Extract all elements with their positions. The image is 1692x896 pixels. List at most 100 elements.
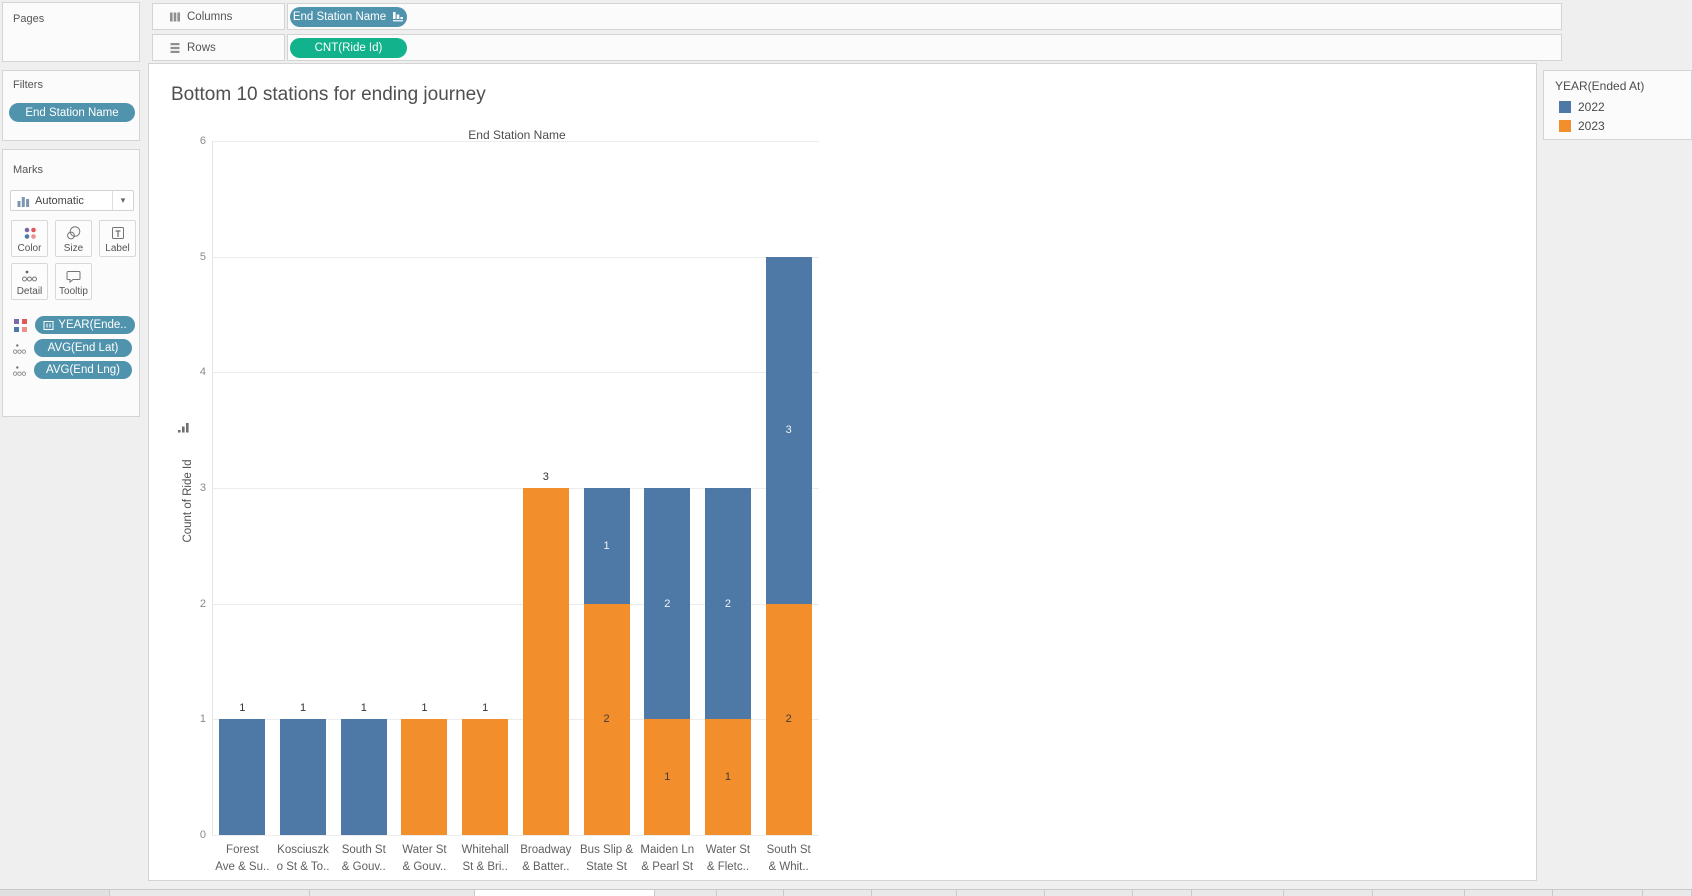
x-category-label[interactable]: & Pearl St (641, 861, 694, 873)
column-field-header[interactable]: End Station Name (468, 128, 566, 142)
marks-pill-label: AVG(End Lng) (46, 364, 120, 376)
x-category-label[interactable]: o St & To.. (276, 861, 330, 873)
x-category-label[interactable]: State St (586, 861, 627, 873)
strip-segment (475, 890, 655, 896)
sort-descending-icon[interactable] (392, 11, 404, 22)
color-button[interactable]: Color (11, 220, 48, 257)
filters-label: Filters (13, 79, 43, 91)
label-button[interactable]: Label (99, 220, 136, 257)
strip-segment (1284, 890, 1373, 896)
bar-total-label: 1 (421, 702, 428, 715)
x-category-label[interactable]: & Whit.. (768, 861, 809, 873)
x-category-label[interactable]: St & Bri.. (462, 861, 508, 873)
x-category-label[interactable]: Broadway (520, 844, 572, 856)
marks-pill-avg-end-lat[interactable]: AVG(End Lat) (34, 339, 132, 357)
bar-segment-label-2022: 2 (724, 597, 731, 610)
x-category-label[interactable]: Whitehall (461, 844, 509, 856)
bar-segment-2022-1[interactable] (280, 719, 327, 835)
color-dots-icon (24, 227, 36, 239)
bar-segment-2022-6[interactable] (583, 488, 630, 604)
columns-shelf-header: Columns (152, 3, 285, 30)
bottom-scroll-strip[interactable] (0, 889, 1692, 896)
rows-pill-label: CNT(Ride Id) (314, 41, 383, 54)
strip-segment (1373, 890, 1465, 896)
bar-segment-2023-3[interactable] (401, 719, 448, 835)
bar-segment-2022-7[interactable] (644, 488, 691, 720)
marks-label: Marks (13, 164, 43, 176)
size-button-label: Size (63, 243, 84, 254)
detail-dots-icon (12, 344, 27, 354)
worksheet-view: Bottom 10 stations for ending journey En… (148, 63, 1537, 881)
bar-segment-2022-9[interactable] (765, 256, 812, 604)
x-category-label[interactable]: Water St (705, 844, 751, 856)
legend-label: 2022 (1578, 100, 1605, 114)
bar-segment-2023-9[interactable] (765, 603, 812, 835)
bar-total-label: 1 (239, 702, 246, 715)
x-category-label[interactable]: Maiden Ln (640, 844, 695, 856)
legend-swatch (1559, 120, 1571, 132)
bar-chart-icon (17, 197, 30, 207)
text-label-icon (111, 227, 124, 239)
x-category-label[interactable]: Kosciuszk (277, 844, 329, 856)
x-category-label[interactable]: & Fletc.. (706, 861, 750, 873)
chevron-down-icon[interactable]: ▾ (112, 191, 133, 210)
detail-button-label: Detail (16, 286, 43, 297)
marks-pill-avg-end-lng[interactable]: AVG(End Lng) (34, 361, 132, 379)
tooltip-button[interactable]: Tooltip (55, 263, 92, 300)
filters-shelf[interactable]: Filters End Station Name (2, 70, 140, 141)
rows-pill-cnt-ride-id[interactable]: CNT(Ride Id) (290, 37, 407, 58)
strip-segment (1553, 890, 1643, 896)
bar-segment-label-2023: 1 (724, 771, 731, 784)
legend-swatch (1559, 101, 1571, 113)
columns-shelf[interactable] (287, 3, 1562, 30)
strip-segment (110, 890, 310, 896)
bar-segment-2023-6[interactable] (583, 603, 630, 835)
mark-type-dropdown[interactable]: Automatic ▾ (10, 190, 134, 211)
bar-segment-2023-8[interactable] (704, 719, 751, 835)
color-dots-icon (14, 319, 27, 332)
detail-button[interactable]: Detail (11, 263, 48, 300)
bar-segment-label-2023: 2 (785, 713, 792, 726)
bar-segment-2023-7[interactable] (644, 719, 691, 835)
bar-segment-2023-5[interactable] (522, 488, 569, 835)
x-category-label[interactable]: Bus Slip & (580, 844, 634, 856)
x-category-label[interactable]: South St (341, 844, 386, 856)
y-tick-label: 6 (199, 135, 206, 147)
legend-item-2022[interactable]: 2022 (1559, 100, 1605, 114)
sheet-title: Bottom 10 stations for ending journey (171, 84, 486, 105)
strip-segment (717, 890, 784, 896)
x-category-label[interactable]: & Gouv.. (402, 861, 447, 873)
x-category-label[interactable]: Ave & Su.. (215, 861, 270, 873)
x-category-label[interactable]: South St (766, 844, 811, 856)
x-category-label[interactable]: Water St (402, 844, 447, 856)
size-button[interactable]: Size (55, 220, 92, 257)
plot-area: 0 1 2 3 4 5 6 1 Forest Ave & Su.. 1 Kosciuszk o St &… (149, 64, 1536, 880)
x-category-label[interactable]: & Batter.. (522, 861, 570, 873)
filter-pill-end-station-name[interactable]: End Station Name (9, 103, 135, 122)
legend-item-2023[interactable]: 2023 (1559, 119, 1605, 133)
bar-segment-2023-4[interactable] (462, 719, 509, 835)
rows-icon (170, 42, 180, 53)
pages-shelf[interactable]: Pages (2, 2, 140, 62)
columns-pill-end-station-name[interactable]: End Station Name (290, 6, 407, 27)
legend-label: 2023 (1578, 119, 1605, 133)
detail-dots-icon (12, 366, 27, 376)
marks-pill-year-ended-at[interactable]: YEAR(Ende.. (35, 316, 135, 334)
x-category-label[interactable]: Forest (226, 844, 259, 856)
x-category-label[interactable]: & Gouv.. (341, 861, 386, 873)
bar-segment-2022-2[interactable] (340, 719, 387, 835)
strip-segment (1045, 890, 1133, 896)
bar-segment-2022-8[interactable] (704, 488, 751, 720)
gridline-y5 (212, 256, 819, 258)
axis-sort-icon[interactable] (177, 422, 190, 433)
gridline-y1 (212, 719, 819, 721)
rows-shelf[interactable] (287, 34, 1562, 61)
y-tick-label: 2 (199, 597, 206, 610)
mark-type-value: Automatic (35, 194, 84, 207)
color-legend[interactable]: YEAR(Ended At) 2022 2023 (1543, 70, 1692, 140)
bar-segment-2022-0[interactable] (219, 719, 266, 835)
strip-segment (1465, 890, 1553, 896)
discrete-field-icon (43, 320, 54, 330)
bar-total-label: 1 (482, 702, 489, 715)
